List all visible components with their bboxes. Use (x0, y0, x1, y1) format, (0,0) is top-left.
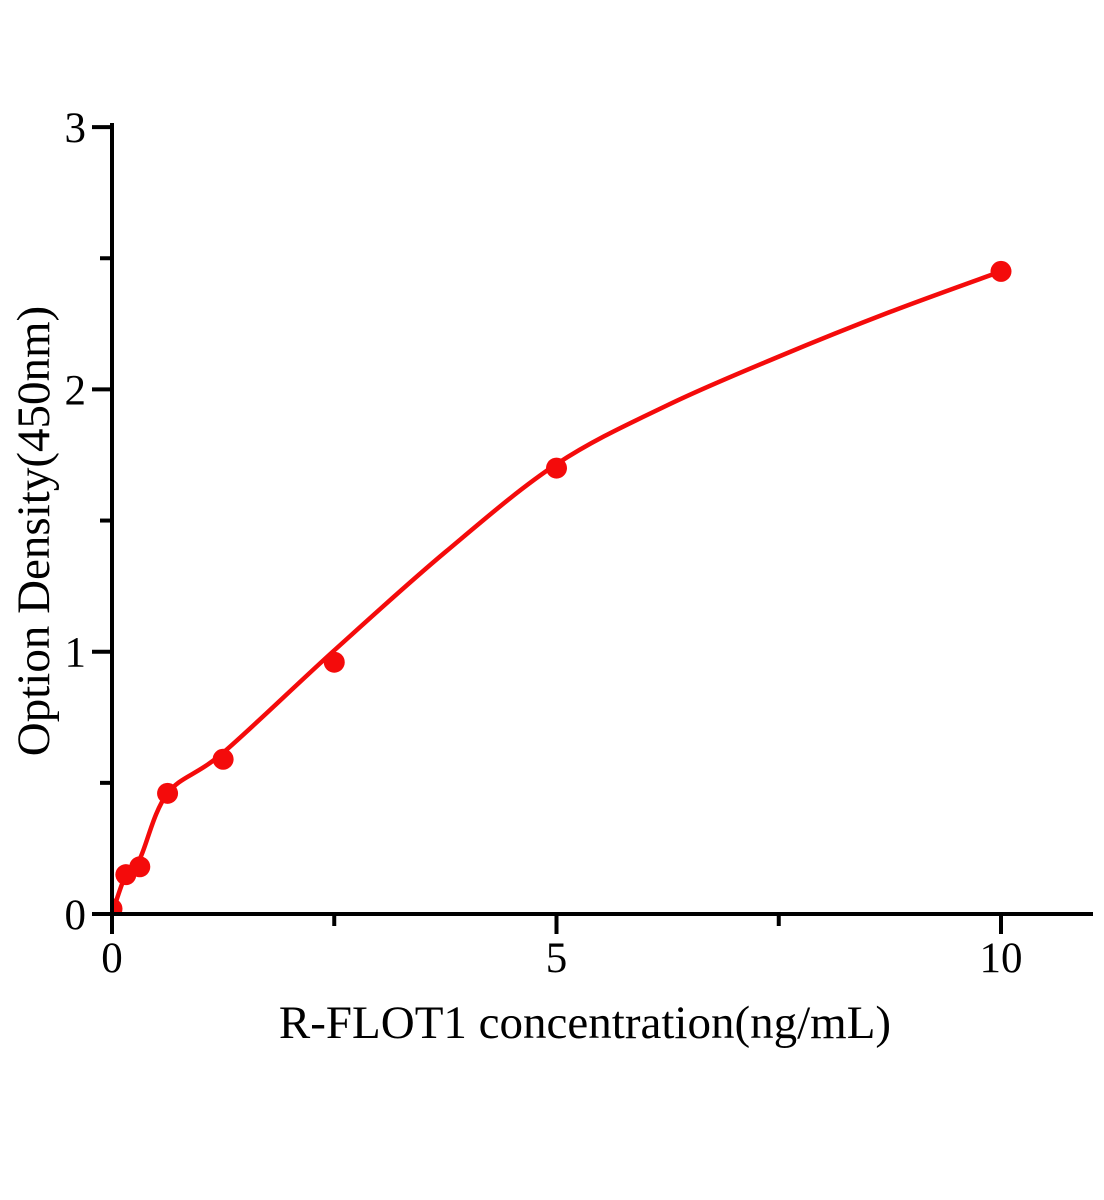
data-point (129, 856, 151, 878)
data-point (546, 457, 567, 479)
data-point (112, 898, 123, 914)
series-group (112, 260, 1012, 914)
data-point (212, 748, 234, 770)
data-point (990, 260, 1012, 282)
x-tick-label: 5 (546, 935, 568, 982)
x-tick-label: 10 (980, 935, 1023, 982)
data-point (323, 651, 345, 673)
fit-curve (112, 269, 1004, 914)
y-axis-title: Option Density(450nm) (8, 305, 60, 757)
y-tick-label: 0 (65, 892, 87, 939)
y-tick-label: 2 (65, 367, 87, 414)
y-tick-label: 1 (65, 630, 87, 677)
x-tick-label: 0 (101, 935, 123, 982)
x-axis-title: R-FLOT1 concentration(ng/mL) (278, 997, 892, 1049)
data-point (157, 782, 179, 804)
y-tick-label: 3 (65, 105, 87, 152)
